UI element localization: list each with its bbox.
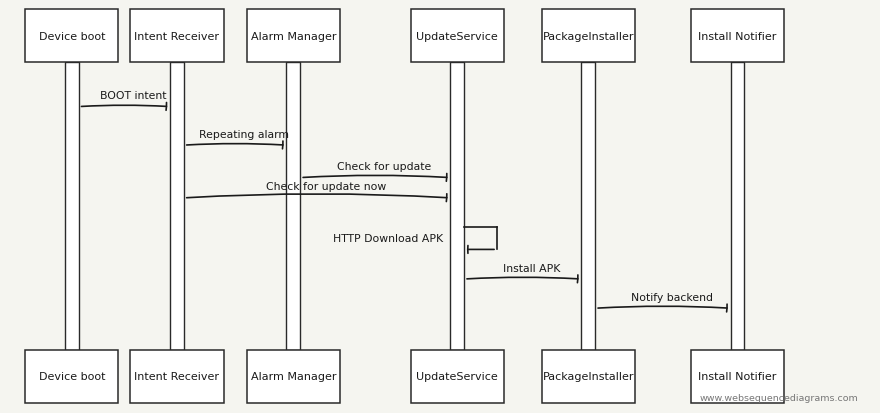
Text: Install Notifier: Install Notifier <box>699 372 777 382</box>
Text: Alarm Manager: Alarm Manager <box>251 372 336 382</box>
Text: Intent Receiver: Intent Receiver <box>135 372 219 382</box>
FancyBboxPatch shape <box>411 10 504 63</box>
Text: Install APK: Install APK <box>502 263 560 273</box>
Text: Repeating alarm: Repeating alarm <box>199 129 289 139</box>
Bar <box>170 63 184 350</box>
Text: Alarm Manager: Alarm Manager <box>251 31 336 41</box>
FancyBboxPatch shape <box>411 350 504 403</box>
Text: Intent Receiver: Intent Receiver <box>135 31 219 41</box>
FancyBboxPatch shape <box>26 10 118 63</box>
Text: PackageInstaller: PackageInstaller <box>543 372 634 382</box>
Bar <box>65 63 78 350</box>
Text: Device boot: Device boot <box>39 31 105 41</box>
Bar <box>582 63 595 350</box>
Text: UpdateService: UpdateService <box>416 372 498 382</box>
FancyBboxPatch shape <box>26 350 118 403</box>
Text: PackageInstaller: PackageInstaller <box>543 31 634 41</box>
Text: Install Notifier: Install Notifier <box>699 31 777 41</box>
Text: HTTP Download APK: HTTP Download APK <box>334 234 444 244</box>
Bar <box>451 63 464 350</box>
Text: UpdateService: UpdateService <box>416 31 498 41</box>
FancyBboxPatch shape <box>246 10 340 63</box>
Text: Check for update: Check for update <box>337 162 431 172</box>
Bar <box>730 63 744 350</box>
FancyBboxPatch shape <box>542 10 634 63</box>
FancyBboxPatch shape <box>246 350 340 403</box>
Text: Check for update now: Check for update now <box>266 182 385 192</box>
Bar <box>287 63 300 350</box>
Text: BOOT intent: BOOT intent <box>99 91 166 101</box>
FancyBboxPatch shape <box>130 10 224 63</box>
FancyBboxPatch shape <box>691 350 784 403</box>
FancyBboxPatch shape <box>691 10 784 63</box>
FancyBboxPatch shape <box>542 350 634 403</box>
Text: Device boot: Device boot <box>39 372 105 382</box>
Text: www.websequencediagrams.com: www.websequencediagrams.com <box>700 393 858 401</box>
FancyBboxPatch shape <box>130 350 224 403</box>
Text: Notify backend: Notify backend <box>631 292 713 302</box>
